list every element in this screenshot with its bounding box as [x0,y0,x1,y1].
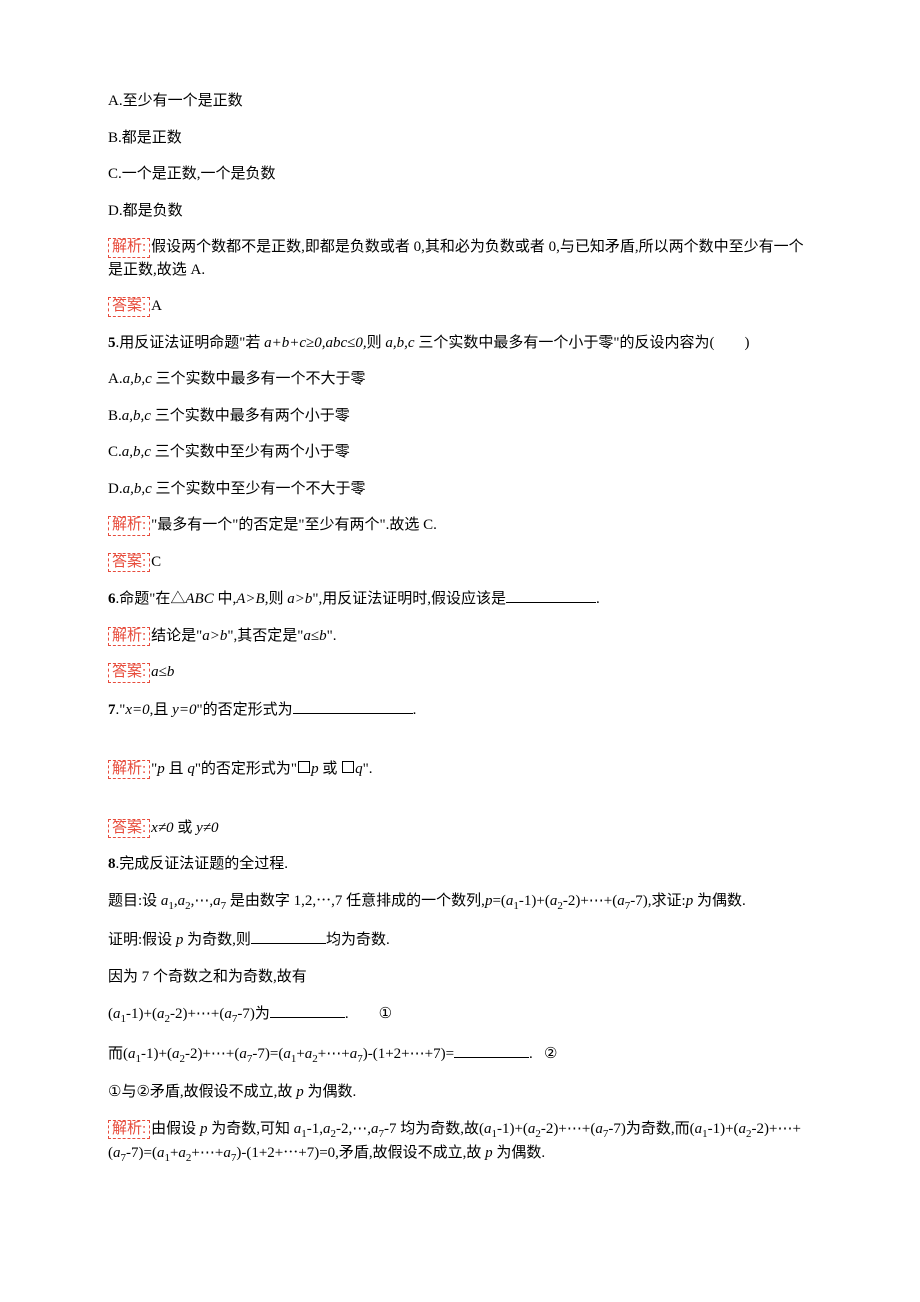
q8-line6: ①与②矛盾,故假设不成立,故 p 为偶数. [108,1081,812,1104]
q8-line2: 证明:假设 p 为奇数,则均为奇数. [108,928,812,952]
not-box-icon [342,761,354,773]
tag-jiexi: 解析: [108,760,150,780]
q7-answer: 答案:x≠0 或 y≠0 [108,817,812,840]
tag-daan: 答案: [108,297,150,317]
blank-line [270,1002,345,1018]
q4-analysis-text: 假设两个数都不是正数,即都是负数或者 0,其和必为负数或者 0,与已知矛盾,所以… [108,239,804,278]
tag-jiexi: 解析: [108,1120,150,1140]
option-b: B.都是正数 [108,127,812,150]
q6-answer: 答案:a≤b [108,661,812,684]
q4-analysis: 解析:假设两个数都不是正数,即都是负数或者 0,其和必为负数或者 0,与已知矛盾… [108,236,812,281]
q5-option-a: A.a,b,c 三个实数中最多有一个不大于零 [108,368,812,391]
tag-jiexi: 解析: [108,516,150,536]
tag-daan: 答案: [108,819,150,839]
q8-analysis: 解析:由假设 p 为奇数,可知 a1-1,a2-2,⋯,a7-7 均为奇数,故(… [108,1118,812,1167]
option-a: A.至少有一个是正数 [108,90,812,113]
q8-number: 8 [108,856,116,872]
tag-daan: 答案: [108,663,150,683]
q5-answer-text: C [151,554,161,570]
q5-option-b: B.a,b,c 三个实数中最多有两个小于零 [108,405,812,428]
q4-answer: 答案:A [108,295,812,318]
q4-answer-text: A [151,298,162,314]
q6-answer-text: a≤b [151,664,174,680]
q7-stem: 7."x=0,且 y=0"的否定形式为. [108,698,812,722]
tag-daan: 答案: [108,553,150,573]
q6-analysis: 解析:结论是"a>b",其否定是"a≤b". [108,625,812,648]
blank-line [454,1042,529,1058]
option-d: D.都是负数 [108,200,812,223]
q5-option-c: C.a,b,c 三个实数中至少有两个小于零 [108,441,812,464]
q7-analysis: 解析:"p 且 q"的否定形式为"p 或 q". [108,758,812,781]
q5-option-d: D.a,b,c 三个实数中至少有一个不大于零 [108,478,812,501]
not-box-icon [298,761,310,773]
blank-line [506,587,596,603]
q6-number: 6 [108,591,116,607]
q5-analysis: 解析:"最多有一个"的否定是"至少有两个".故选 C. [108,514,812,537]
q5-analysis-text: "最多有一个"的否定是"至少有两个".故选 C. [151,517,437,533]
q8-stem: 8.完成反证法证题的全过程. [108,853,812,876]
q8-line3: 因为 7 个奇数之和为奇数,故有 [108,966,812,989]
q5-number: 5 [108,335,116,351]
option-c: C.一个是正数,一个是负数 [108,163,812,186]
q5-stem: 5.用反证法证明命题"若 a+b+c≥0,abc≤0,则 a,b,c 三个实数中… [108,332,812,355]
tag-jiexi: 解析: [108,238,150,258]
q7-number: 7 [108,702,116,718]
q5-answer: 答案:C [108,551,812,574]
q8-line5: 而(a1-1)+(a2-2)+⋯+(a7-7)=(a1+a2+⋯+a7)-(1+… [108,1042,812,1068]
q6-stem: 6.命题"在△ABC 中,A>B,则 a>b",用反证法证明时,假设应该是. [108,587,812,611]
blank-line [293,698,413,714]
tag-jiexi: 解析: [108,627,150,647]
blank-line [251,928,326,944]
q8-line4: (a1-1)+(a2-2)+⋯+(a7-7)为. ① [108,1002,812,1028]
q8-line1: 题目:设 a1,a2,⋯,a7 是由数字 1,2,⋯,7 任意排成的一个数列,p… [108,890,812,915]
